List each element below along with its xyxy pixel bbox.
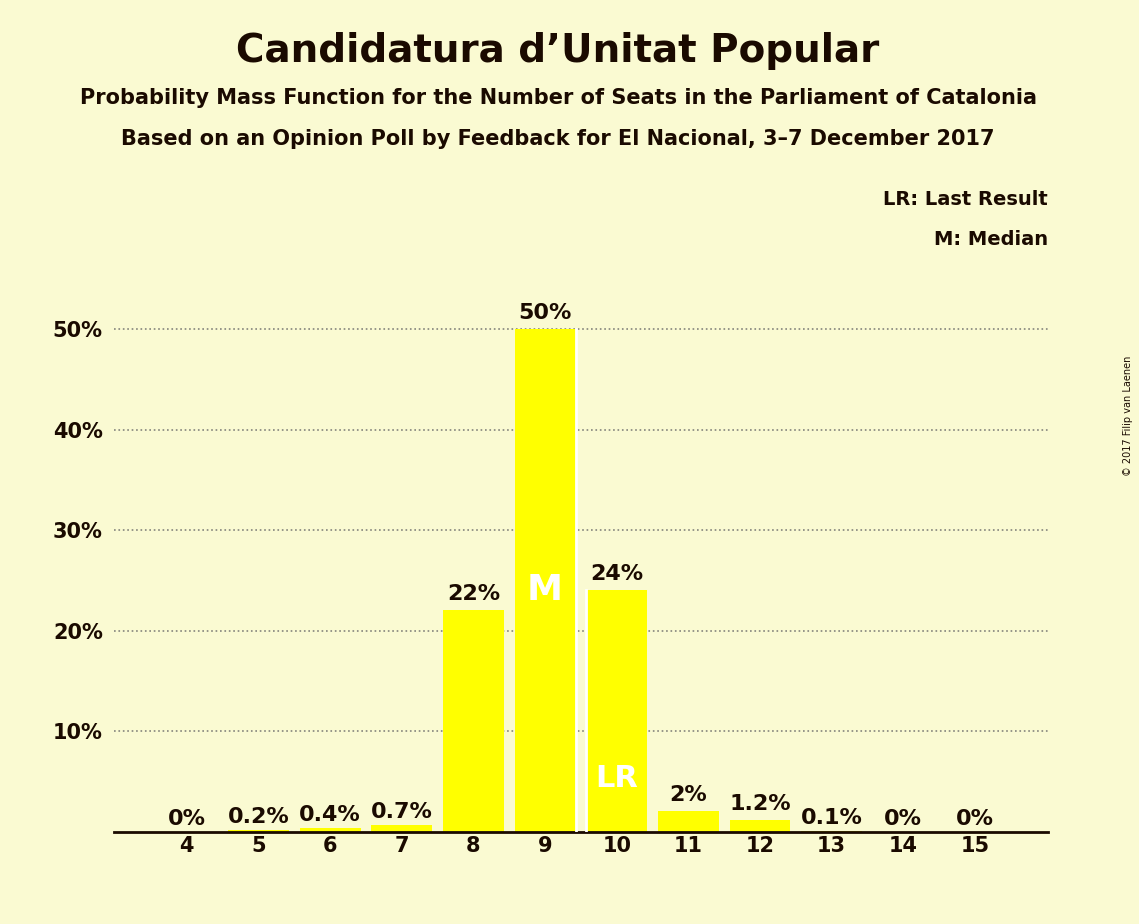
Text: 0%: 0% (884, 808, 923, 829)
Text: 0%: 0% (956, 808, 994, 829)
Bar (371, 824, 432, 832)
Text: © 2017 Filip van Laenen: © 2017 Filip van Laenen (1123, 356, 1133, 476)
Text: 0.4%: 0.4% (300, 805, 361, 824)
Text: 1.2%: 1.2% (729, 794, 790, 813)
Bar (228, 830, 289, 832)
Text: Candidatura d’Unitat Popular: Candidatura d’Unitat Popular (237, 32, 879, 70)
Bar (443, 611, 503, 832)
Text: 22%: 22% (446, 585, 500, 604)
Text: 2%: 2% (670, 785, 707, 806)
Bar (300, 828, 361, 832)
Text: Based on an Opinion Poll by Feedback for El Nacional, 3–7 December 2017: Based on an Opinion Poll by Feedback for… (122, 129, 994, 150)
Text: 0.7%: 0.7% (371, 801, 433, 821)
Bar (515, 329, 575, 832)
Text: 0%: 0% (167, 808, 206, 829)
Text: 0.1%: 0.1% (801, 808, 862, 828)
Bar (801, 831, 862, 832)
Bar (587, 590, 647, 832)
Text: M: Median: M: Median (934, 230, 1048, 249)
Text: LR: LR (596, 764, 638, 793)
Text: 50%: 50% (518, 303, 572, 323)
Bar (730, 820, 790, 832)
Text: Probability Mass Function for the Number of Seats in the Parliament of Catalonia: Probability Mass Function for the Number… (80, 88, 1036, 108)
Text: LR: Last Result: LR: Last Result (883, 190, 1048, 209)
Text: 24%: 24% (590, 565, 644, 584)
Text: 0.2%: 0.2% (228, 807, 289, 827)
Bar (658, 811, 719, 832)
Text: M: M (527, 574, 563, 607)
